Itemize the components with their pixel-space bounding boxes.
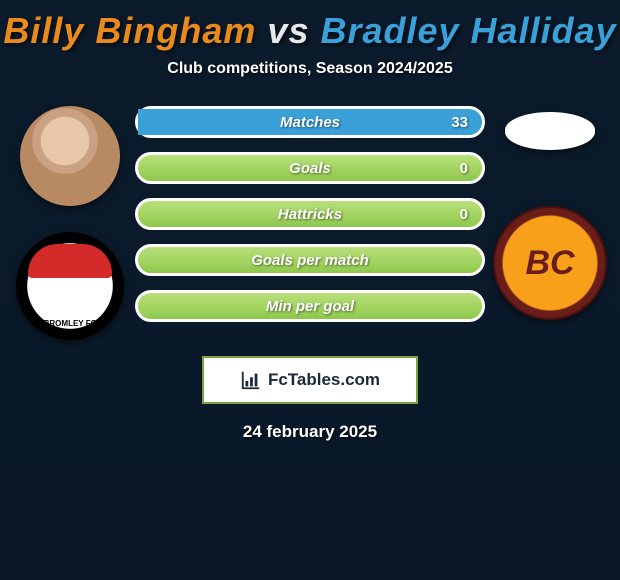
stat-label: Matches <box>138 114 482 131</box>
player1-club-crest <box>16 232 124 340</box>
stat-row: Goals0 <box>135 152 485 184</box>
player2-name: Bradley Halliday <box>320 10 616 51</box>
brand-box[interactable]: FcTables.com <box>202 356 418 404</box>
vs-text: vs <box>267 10 309 51</box>
date-text: 24 february 2025 <box>0 422 620 442</box>
brand-chart-icon <box>240 369 262 391</box>
player1-name: Billy Bingham <box>3 10 256 51</box>
player2-avatar <box>505 112 595 150</box>
stat-value-right: 33 <box>451 114 468 131</box>
stat-row: Goals per match <box>135 244 485 276</box>
stat-value-right: 0 <box>460 160 468 177</box>
player1-avatar <box>20 106 120 206</box>
player2-club-crest: BC <box>493 206 607 320</box>
stat-label: Goals <box>138 160 482 177</box>
stats-column: Matches33Goals0Hattricks0Goals per match… <box>135 106 485 340</box>
main-layout: Matches33Goals0Hattricks0Goals per match… <box>0 106 620 340</box>
stat-label: Goals per match <box>138 252 482 269</box>
right-column: BC <box>495 106 605 340</box>
comparison-title: Billy Bingham vs Bradley Halliday <box>0 0 620 52</box>
stat-label: Min per goal <box>138 298 482 315</box>
stat-row: Hattricks0 <box>135 198 485 230</box>
stat-row: Min per goal <box>135 290 485 322</box>
crest-right-label: BC <box>525 244 574 283</box>
subtitle: Club competitions, Season 2024/2025 <box>0 60 620 78</box>
stat-row: Matches33 <box>135 106 485 138</box>
left-column <box>15 106 125 340</box>
stat-value-right: 0 <box>460 206 468 223</box>
brand-text: FcTables.com <box>268 370 380 390</box>
stat-label: Hattricks <box>138 206 482 223</box>
